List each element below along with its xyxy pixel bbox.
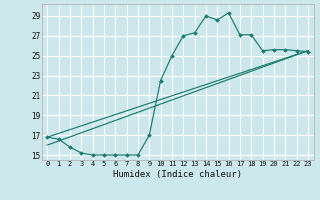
X-axis label: Humidex (Indice chaleur): Humidex (Indice chaleur): [113, 170, 242, 179]
